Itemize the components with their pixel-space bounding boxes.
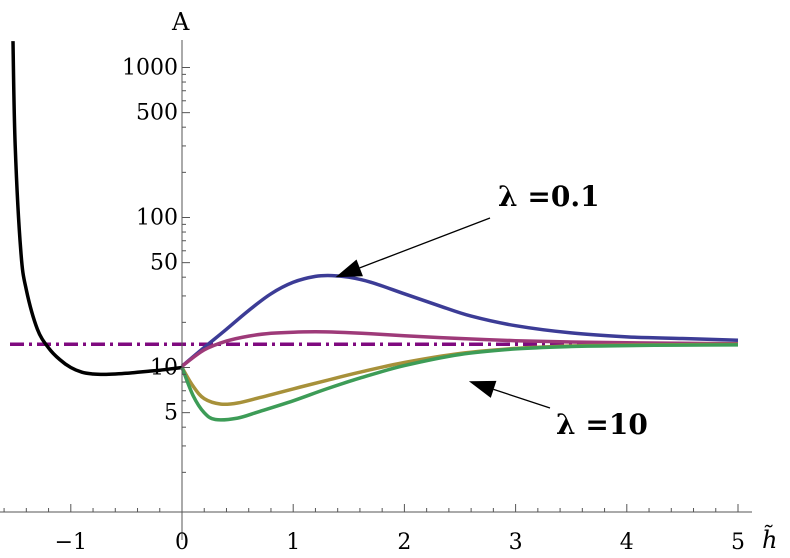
x-tick-label: 0 (175, 530, 189, 555)
y-tick-label: 10 (150, 356, 178, 381)
annotation-arrow-shaft (493, 388, 551, 409)
y-tick-label: 5 (164, 401, 178, 426)
annotation-arrow-head (468, 380, 497, 398)
series-layer (11, 41, 739, 422)
x-tick-label: 2 (397, 530, 411, 555)
x-tick-label: −1 (55, 530, 87, 555)
y-axis-label: A (171, 8, 190, 36)
series-line-2 (180, 330, 739, 368)
annotation-label: λ =10 (556, 408, 648, 441)
annotation-layer: λ =0.1 λ =10 (335, 180, 648, 441)
x-tick-label: 1 (286, 530, 300, 555)
series-line-4 (180, 343, 739, 422)
x-tick-label: 5 (731, 530, 745, 555)
x-tick-label: 4 (620, 530, 634, 555)
y-tick-label: 100 (136, 206, 178, 231)
annotation-arrow-shaft (359, 217, 491, 269)
x-axis-label: h̃ (762, 525, 777, 554)
y-tick-label: 50 (150, 251, 178, 276)
series-line-1 (180, 273, 739, 368)
y-tick-label: 1000 (122, 56, 178, 81)
series-line-0 (11, 41, 183, 377)
x-tick-label: 3 (509, 530, 523, 555)
annotation-arrow-head (335, 259, 363, 278)
annotation-label: λ =0.1 (498, 180, 600, 213)
y-tick-label: 500 (136, 101, 178, 126)
